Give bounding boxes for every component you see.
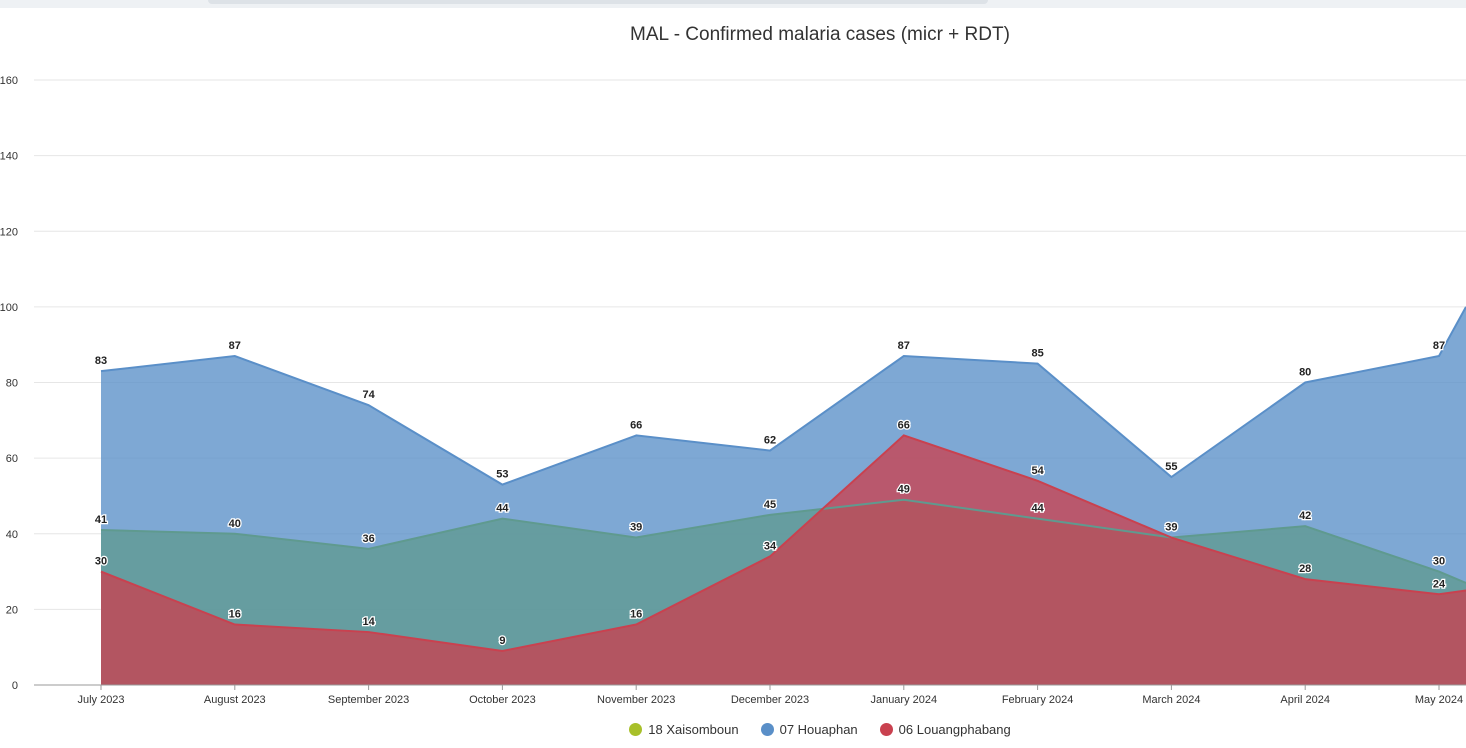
data-label: 83	[95, 355, 107, 367]
x-tick-label: October 2023	[469, 694, 536, 706]
y-tick-label: 40	[6, 529, 18, 541]
x-tick-label: May 2024	[1415, 694, 1463, 706]
data-label: 39	[630, 522, 642, 534]
data-label: 42	[1299, 510, 1311, 522]
series-lines	[100, 306, 1466, 652]
data-label: 39	[1165, 522, 1177, 534]
data-label: 16	[229, 609, 241, 621]
data-label: 41	[95, 514, 107, 526]
line-07-houaphan	[100, 306, 1466, 486]
data-label: 87	[898, 340, 910, 352]
x-tick-label: February 2024	[1002, 694, 1074, 706]
line-06-louangphabang	[100, 434, 1466, 652]
legend-item[interactable]: 18 Xaisomboun	[629, 722, 739, 737]
data-label: 54	[1031, 465, 1044, 477]
x-tick-label: April 2024	[1280, 694, 1330, 706]
y-axis-ticks: 0 20 40 60 80 100 120 140 160	[0, 75, 18, 692]
data-label: 30	[1433, 556, 1445, 568]
data-label: 45	[764, 499, 776, 511]
y-tick-label: 120	[0, 226, 18, 238]
data-label: 24	[1433, 578, 1446, 590]
data-label: 74	[362, 389, 375, 401]
data-label: 87	[1433, 340, 1445, 352]
series-areas	[101, 306, 1466, 685]
data-label: 39	[1165, 522, 1177, 534]
chart-title: MAL - Confirmed malaria cases (micr + RD…	[630, 24, 1010, 45]
legend: 18 Xaisomboun 07 Houaphan 06 Louangphabang	[0, 722, 1466, 737]
legend-item[interactable]: 07 Houaphan	[760, 722, 858, 737]
top-strip	[0, 0, 1466, 8]
data-labels: 41 40 36 44 39 45 49 44 39 42 30 83 87 74 53 66 62 87 85 55…	[94, 339, 1448, 648]
data-label: 44	[496, 503, 509, 515]
data-label: 87	[229, 340, 241, 352]
x-tick-label: November 2023	[597, 694, 675, 706]
legend-item[interactable]: 06 Louangphabang	[879, 722, 1011, 737]
data-label: 49	[898, 484, 910, 496]
data-label: 16	[630, 609, 642, 621]
data-label: 53	[496, 469, 508, 481]
data-label: 66	[898, 419, 910, 431]
legend-dot-icon	[879, 723, 893, 736]
x-axis: July 2023 August 2023 September 2023 Octobe…	[34, 684, 1466, 706]
data-label: 85	[1031, 348, 1043, 360]
x-tick-label: March 2024	[1142, 694, 1200, 706]
y-tick-label: 20	[6, 604, 18, 616]
data-label: 9	[499, 635, 505, 647]
legend-label: 18 Xaisomboun	[648, 722, 739, 737]
y-tick-label: 140	[0, 151, 18, 163]
legend-dot-icon	[629, 723, 643, 736]
legend-label: 07 Houaphan	[779, 722, 858, 737]
x-tick-label: January 2024	[870, 694, 937, 706]
data-label: 28	[1299, 563, 1311, 575]
data-label: 62	[764, 435, 776, 447]
data-label: 80	[1299, 367, 1311, 379]
data-label: 55	[1165, 461, 1177, 473]
data-label: 30	[95, 556, 107, 568]
x-tick-label: July 2023	[77, 694, 124, 706]
y-tick-label: 100	[0, 302, 18, 314]
x-tick-label: September 2023	[328, 694, 409, 706]
data-label: 36	[362, 533, 374, 545]
legend-label: 06 Louangphabang	[898, 722, 1011, 737]
data-label: 66	[630, 419, 642, 431]
top-tab	[208, 0, 988, 4]
y-tick-label: 0	[12, 680, 18, 692]
area-06-louangphabang	[101, 435, 1466, 685]
x-tick-label: December 2023	[731, 694, 809, 706]
data-label: 34	[764, 540, 777, 552]
line-18-xaisomboun	[100, 498, 1466, 584]
y-tick-label: 60	[6, 453, 18, 465]
data-label: 44	[1031, 503, 1044, 515]
data-label: 14	[362, 616, 375, 628]
x-tick-label: August 2023	[204, 694, 266, 706]
y-tick-label: 80	[6, 378, 18, 390]
y-tick-label: 160	[0, 75, 18, 87]
data-label: 40	[229, 518, 241, 530]
legend-dot-icon	[760, 723, 774, 736]
